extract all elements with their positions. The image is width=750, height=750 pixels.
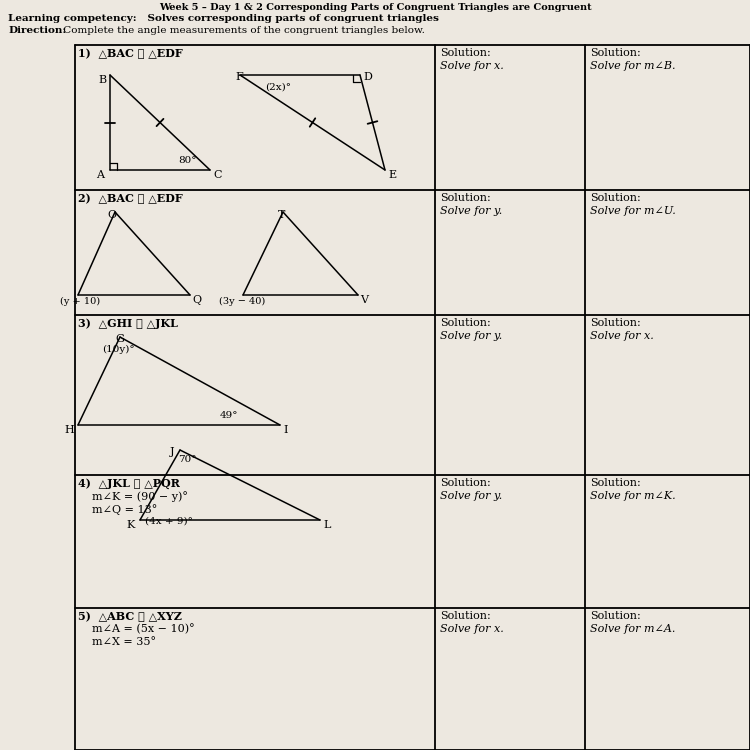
Text: m∠K = (90 − y)°: m∠K = (90 − y)° (78, 491, 188, 502)
Text: m∠A = (5x − 10)°: m∠A = (5x − 10)° (78, 624, 195, 634)
Text: I: I (283, 425, 287, 435)
Text: Solution:: Solution: (440, 478, 491, 488)
Text: Solution:: Solution: (590, 48, 640, 58)
Text: Direction:: Direction: (8, 26, 66, 35)
Text: Solve for m∠K.: Solve for m∠K. (590, 491, 676, 501)
Text: Solve for m∠B.: Solve for m∠B. (590, 61, 676, 71)
Text: G: G (115, 334, 124, 344)
Text: Solve for m∠A.: Solve for m∠A. (590, 624, 675, 634)
Text: 49°: 49° (220, 411, 239, 420)
Text: (2x)°: (2x)° (265, 83, 291, 92)
Text: m∠Q = 13°: m∠Q = 13° (78, 504, 158, 515)
Text: Solution:: Solution: (440, 611, 491, 621)
Text: 3)  △GHI ≅ △JKL: 3) △GHI ≅ △JKL (78, 318, 178, 329)
Text: C: C (213, 170, 221, 180)
Text: E: E (388, 170, 396, 180)
Text: Solution:: Solution: (440, 193, 491, 203)
Text: (4x + 9)°: (4x + 9)° (145, 517, 193, 526)
Text: J: J (170, 447, 175, 457)
Text: m∠X = 35°: m∠X = 35° (78, 637, 156, 647)
Text: Solution:: Solution: (590, 478, 640, 488)
Text: Solution:: Solution: (440, 318, 491, 328)
Text: L: L (323, 520, 330, 530)
Text: B: B (98, 75, 106, 85)
Text: 80°: 80° (178, 156, 197, 165)
Text: K: K (126, 520, 134, 530)
Text: Solution:: Solution: (440, 48, 491, 58)
Text: Solution:: Solution: (590, 193, 640, 203)
Text: 2)  △BAC ≅ △EDF: 2) △BAC ≅ △EDF (78, 193, 183, 204)
Text: Solve for y.: Solve for y. (440, 491, 503, 501)
Text: 70°: 70° (178, 455, 197, 464)
Text: Complete the angle measurements of the congruent triangles below.: Complete the angle measurements of the c… (60, 26, 424, 35)
Text: V: V (360, 295, 368, 305)
Text: Solve for y.: Solve for y. (440, 206, 503, 216)
Text: 4)  △JKL ≅ △PQR: 4) △JKL ≅ △PQR (78, 478, 180, 489)
Text: (3y − 40): (3y − 40) (219, 297, 266, 306)
Text: D: D (363, 72, 372, 82)
Text: H: H (64, 425, 74, 435)
Text: Solution:: Solution: (590, 611, 640, 621)
Text: Solve for x.: Solve for x. (590, 331, 654, 341)
Text: Solve for m∠U.: Solve for m∠U. (590, 206, 676, 216)
Text: 1)  △BAC ≅ △EDF: 1) △BAC ≅ △EDF (78, 48, 183, 59)
Text: (10y)°: (10y)° (102, 345, 135, 354)
Text: (y + 10): (y + 10) (60, 297, 100, 306)
Text: Week 5 – Day 1 & 2 Corresponding Parts of Congruent Triangles are Congruent: Week 5 – Day 1 & 2 Corresponding Parts o… (159, 3, 591, 12)
Text: T: T (278, 210, 285, 220)
Text: O: O (107, 210, 116, 220)
Text: F: F (235, 72, 243, 82)
Text: Solve for x.: Solve for x. (440, 624, 504, 634)
Text: A: A (96, 170, 104, 180)
Text: Learning competency:   Solves corresponding parts of congruent triangles: Learning competency: Solves correspondin… (8, 14, 439, 23)
Text: Solution:: Solution: (590, 318, 640, 328)
Text: Solve for x.: Solve for x. (440, 61, 504, 71)
Text: Solve for y.: Solve for y. (440, 331, 503, 341)
Text: Q: Q (192, 295, 201, 305)
Text: 5)  △ABC ≅ △XYZ: 5) △ABC ≅ △XYZ (78, 611, 182, 622)
